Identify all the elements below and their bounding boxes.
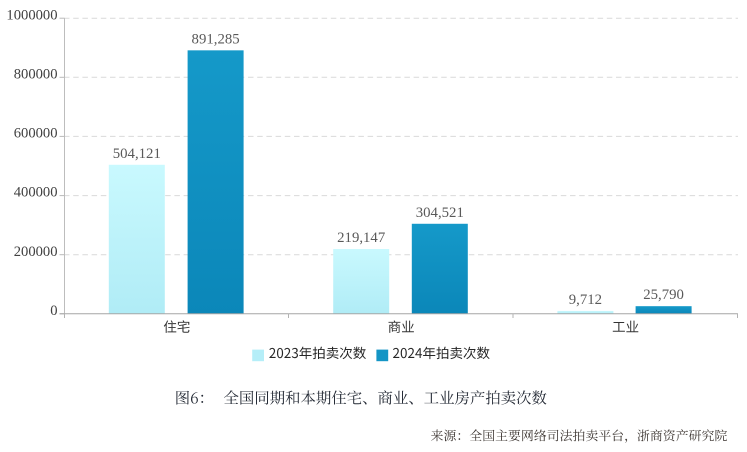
svg-text:504,121: 504,121 xyxy=(113,146,161,162)
svg-text:219,147: 219,147 xyxy=(337,230,385,246)
svg-text:600000: 600000 xyxy=(14,126,58,142)
svg-text:0: 0 xyxy=(50,303,57,319)
svg-text:891,285: 891,285 xyxy=(192,31,240,47)
svg-text:400000: 400000 xyxy=(14,185,58,201)
svg-text:304,521: 304,521 xyxy=(416,205,464,221)
svg-text:25,790: 25,790 xyxy=(643,287,684,303)
svg-text:1000000: 1000000 xyxy=(6,7,57,23)
svg-text:9,712: 9,712 xyxy=(569,292,602,308)
svg-text:800000: 800000 xyxy=(14,66,58,82)
svg-text:200000: 200000 xyxy=(14,244,58,260)
